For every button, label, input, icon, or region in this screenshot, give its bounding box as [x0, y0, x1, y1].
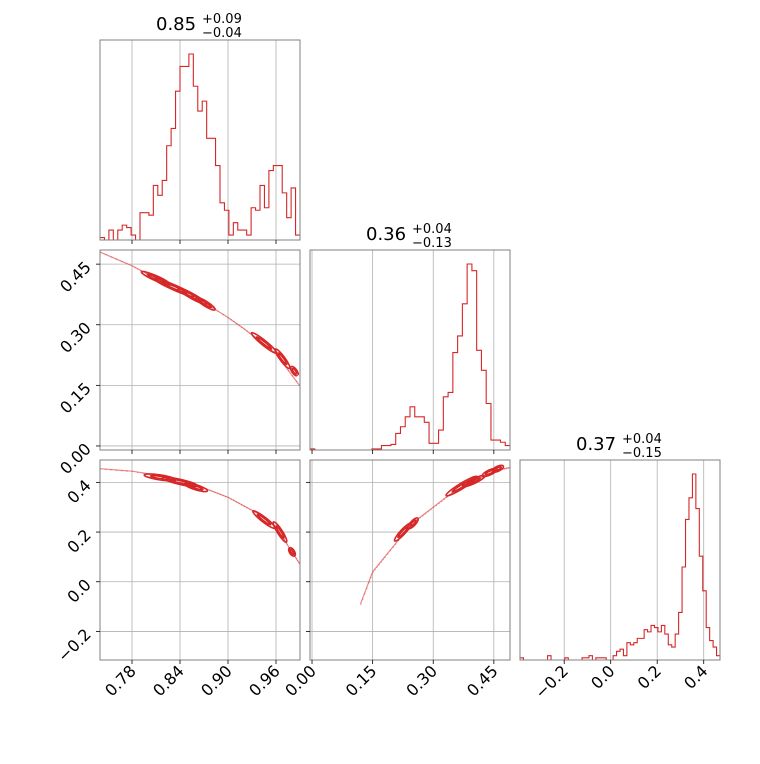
contour-level-inner: [188, 484, 204, 491]
x-tick-label: 0.15: [342, 661, 381, 700]
y-tick-label: 0.30: [56, 318, 95, 357]
contour-level-inner: [493, 466, 503, 472]
x-tick-label: 0.90: [197, 661, 236, 700]
density-ridge: [359, 466, 510, 605]
histogram-panel-2: −0.2 0.0 0.2 0.4: [519, 459, 721, 702]
panel-title-value: 0.36: [366, 224, 406, 245]
density-ridge: [100, 468, 300, 565]
x-tick-label: −0.2: [531, 661, 572, 702]
y-tick-label: 0.15: [56, 379, 95, 418]
y-tick-label: 0.4: [63, 476, 94, 507]
y-tick-label: 0.00: [56, 439, 95, 478]
panel-frame: [309, 249, 511, 451]
x-tick-label: 0.4: [680, 661, 711, 692]
y-tick-label: 0.45: [56, 258, 95, 297]
panel-frame: [99, 39, 301, 241]
x-tick-label: 0.30: [402, 661, 441, 700]
x-tick-label: 0.00: [281, 661, 320, 700]
contour-level-outer: [195, 296, 216, 311]
y-tick-label: 0.2: [63, 525, 94, 556]
contour-level-inner: [255, 336, 273, 350]
histogram-step: [310, 263, 510, 450]
x-tick-label: 0.2: [634, 661, 665, 692]
contour-panel-1-2: 0.00 0.15 0.30 0.45: [281, 459, 511, 700]
x-tick-label: 0.84: [149, 661, 188, 700]
histogram-step: [100, 53, 300, 240]
panel-frame: [99, 249, 301, 451]
panel-title-value: 0.37: [576, 434, 616, 455]
contour-level-inner: [256, 513, 272, 526]
contour-level-outer: [407, 517, 419, 530]
panel-frame: [309, 459, 511, 661]
x-tick-label: 0.78: [101, 661, 140, 700]
panel-title-lower: −0.04: [202, 26, 242, 41]
contour-level-inner: [291, 367, 298, 375]
contour-level-inner: [289, 548, 295, 556]
panel-title-value: 0.85: [156, 14, 196, 35]
sample-points: [360, 467, 510, 606]
panel-title-upper: +0.04: [622, 432, 662, 447]
contour-level-outer: [183, 482, 209, 493]
histogram-panel-1: [309, 249, 511, 454]
contour-level-inner: [277, 352, 288, 366]
contour-level-inner: [199, 299, 213, 309]
panel-title-lower: −0.13: [412, 236, 452, 251]
contour-level-outer: [481, 467, 499, 478]
contour-panel-0-1: 0.00 0.15 0.30 0.45: [56, 249, 301, 478]
panel-frame: [519, 459, 721, 661]
contour-level-inner: [275, 525, 285, 539]
x-tick-label: 0.0: [587, 661, 618, 692]
contour-level-inner: [161, 281, 188, 294]
panel-title-upper: +0.09: [202, 12, 242, 27]
contour-level-inner: [466, 477, 482, 486]
sample-points: [100, 468, 300, 564]
panel-title-upper: +0.04: [412, 222, 452, 237]
histogram-step: [520, 473, 720, 660]
contour-level-outer: [289, 365, 300, 377]
contour-panel-0-2: 0.78 0.84 0.90 0.96 −0.2 0.0 0.2 0.4: [54, 459, 301, 700]
contour-level-outer: [177, 287, 207, 305]
density-ridge: [100, 251, 300, 387]
y-tick-label: −0.2: [54, 625, 95, 666]
contour-level-outer: [287, 546, 297, 557]
histogram-panel-0: [99, 39, 301, 244]
x-tick-label: 0.45: [463, 661, 502, 700]
x-tick-label: 0.96: [245, 661, 284, 700]
contour-level-outer: [272, 521, 288, 544]
contour-level-inner: [409, 519, 417, 528]
sample-points: [100, 251, 298, 382]
y-tick-label: 0.0: [63, 575, 94, 606]
panel-frame: [99, 459, 301, 661]
contour-level-outer: [491, 464, 505, 473]
panel-title-lower: −0.15: [622, 446, 662, 461]
